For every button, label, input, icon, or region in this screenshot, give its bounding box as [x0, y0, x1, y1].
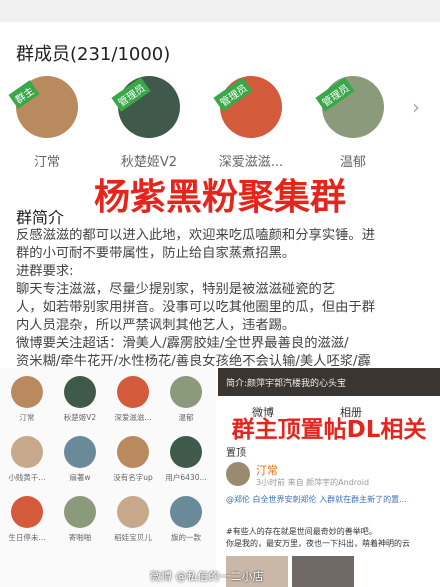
intro-line: 进群要求:	[16, 264, 74, 279]
post-meta: 3小时前 来自 颜萍宇的Android	[256, 478, 370, 487]
intro-line: 聊天专注滋滋，尽量少提别家，特别是被滋滋碰瓷的艺	[16, 282, 336, 297]
admin-name: 深爱滋滋...	[218, 155, 284, 170]
overlay-caption: 群主顶置帖DL相关	[231, 417, 427, 443]
member-name: 稻娃宝贝儿	[114, 533, 152, 542]
member-avatar	[11, 376, 43, 408]
member-name: 生日停未...	[8, 533, 46, 542]
watermark: 微博 @私信的一二小店	[150, 570, 264, 583]
member-name: 用户6430...	[165, 473, 207, 482]
intro-line: 资米糊/牵牛花开/水性杨花/善良女孩绝不会认输/美人呸浆/霹	[16, 354, 371, 369]
tab[interactable]: 微博	[252, 406, 274, 419]
intro-line: 人，如若带别家用拼音。没事可以吃其他圈里的瓜，但由于群	[16, 300, 376, 315]
member-avatar	[170, 436, 202, 468]
admin-name: 秋楚姬V2	[120, 155, 178, 170]
intro-line: 反感滋滋的都可以进入此地，欢迎来吃瓜嗑颜和分享实锤。进	[16, 228, 376, 243]
photo	[226, 556, 288, 587]
member-avatar	[170, 496, 202, 528]
arrow: ›	[412, 95, 420, 119]
overlay-title: 杨紫黑粉聚集群	[93, 177, 346, 218]
intro-line: 群的小可耐不要带属性，防止给自家蒸煮招黑。	[16, 246, 296, 261]
post-text: #有些人的存在就是世间最奇妙的善举吧。	[226, 527, 377, 536]
photo	[292, 556, 354, 587]
member-avatar	[11, 496, 43, 528]
admin-name: 温郁	[339, 155, 366, 170]
status-bar	[0, 0, 440, 22]
member-name: 小贱黄千...	[8, 473, 46, 482]
member-avatar	[117, 496, 149, 528]
member-name: 没有名字up	[113, 473, 153, 482]
member-name: 寄啪啪	[68, 533, 92, 542]
banner	[218, 368, 440, 396]
member-avatar	[64, 376, 96, 408]
post-text: 你是我的，最安万里，夜也一下抖出，萌着神明的云	[226, 539, 410, 548]
member-name: 汀常	[19, 413, 35, 422]
member-avatar	[11, 436, 43, 468]
member-name: 秋楚姬V2	[63, 413, 97, 422]
post-panel	[218, 368, 440, 587]
tab[interactable]: 相册	[340, 406, 362, 419]
user-name: 汀常	[256, 464, 278, 477]
member-avatar	[117, 436, 149, 468]
member-name: 扇著w	[69, 473, 91, 482]
member-name: 深爱滋滋...	[114, 413, 152, 422]
user-avatar	[226, 462, 250, 486]
member-avatar	[64, 496, 96, 528]
member-avatar	[170, 376, 202, 408]
members-title: 群成员(231/1000)	[16, 44, 171, 65]
banner-text: 简介:颜萍宇郭汽楼我的心头宝	[226, 379, 347, 389]
pinned: 置顶	[226, 448, 246, 459]
admin-name: 汀常	[33, 155, 60, 170]
intro-line: 微博要关注超话：滑美人/霹雳胶娃/全世界最善良的滋滋/	[16, 336, 349, 351]
mention: @郑伦 白全世界安刺郑伦 入群就在群主新了的置...	[226, 495, 407, 504]
member-avatar	[117, 376, 149, 408]
intro-title: 群简介	[16, 208, 65, 227]
member-name: 温郁	[178, 413, 194, 422]
member-avatar	[64, 436, 96, 468]
intro-line: 内人员混杂，所以严禁讽刺其他艺人，违者踢。	[16, 318, 296, 333]
member-name: 旗的一款	[171, 533, 201, 542]
